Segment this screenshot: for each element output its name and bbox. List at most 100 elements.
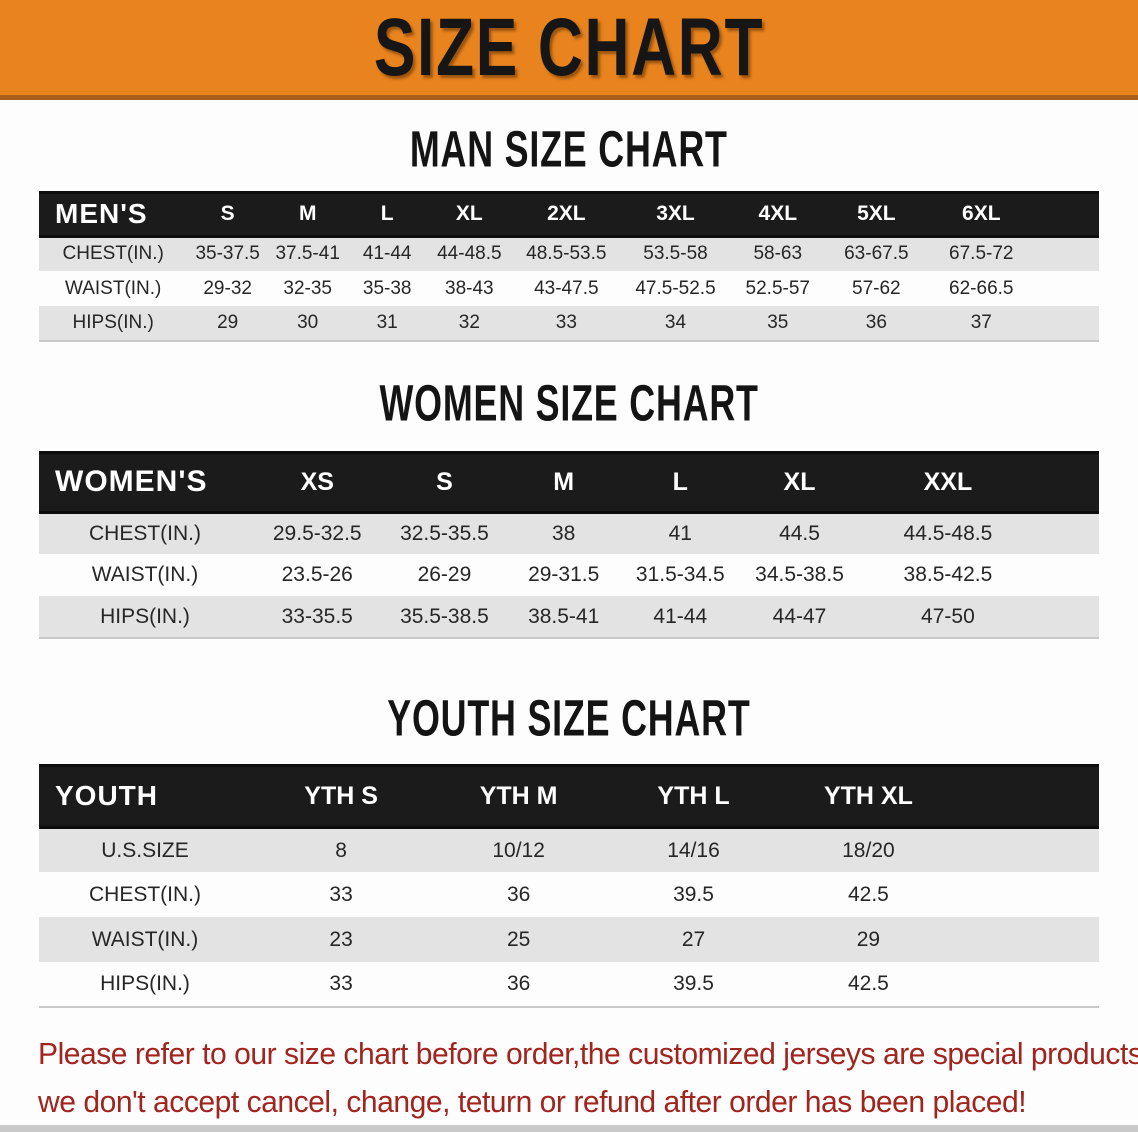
measurement-value-cell: 62-66.5 — [949, 277, 1014, 299]
size-column-header: 4XL — [730, 190, 826, 238]
measurement-value-cell: 43-47.5 — [534, 277, 599, 299]
measurement-value-cell: 33 — [329, 972, 353, 996]
row-filler-cell — [1035, 306, 1099, 341]
size-column-header: YTH L — [606, 763, 781, 829]
measurement-row: HIPS(IN.) 33 36 39.5 42.5 — [39, 962, 1099, 1008]
measurement-value-cell: 44-48.5 — [437, 243, 502, 265]
header-filler-cell — [955, 763, 1099, 829]
measurement-value-cell: 23.5-26 — [281, 563, 353, 587]
men-size-table: MEN'S S M L XL 2XL 3XL 4XL 5XL 6XL CHEST(IN.) 35-3… — [39, 190, 1099, 343]
row-filler-cell — [956, 827, 1099, 872]
measurement-value-cell: 33 — [555, 312, 577, 334]
measurement-value-cell: 29-31.5 — [528, 563, 600, 587]
size-column-header: M — [267, 190, 348, 238]
measurement-label-cell: CHEST(IN.) — [89, 882, 201, 906]
header-filler-cell — [1035, 190, 1099, 238]
measurement-value-cell: 38.5-42.5 — [903, 563, 993, 587]
measurement-value-cell: 8 — [335, 838, 347, 862]
measurement-row: HIPS(IN.) 33-35.5 35.5-38.5 38.5-41 41-44 44-… — [39, 596, 1099, 639]
size-column-header: L — [347, 190, 427, 238]
youth-size-table: YOUTH YTH S YTH M YTH L YTH XL U.S.SIZE 8 10/1… — [39, 763, 1099, 1009]
measurement-value-cell: 47-50 — [921, 604, 975, 628]
measurement-label-cell: WAIST(IN.) — [91, 927, 199, 951]
measurement-value-cell: 35 — [767, 312, 789, 334]
measurement-value-cell: 36 — [865, 312, 887, 334]
measurement-value-cell: 35-37.5 — [195, 243, 260, 265]
measurement-value-cell: 41 — [668, 521, 692, 545]
measurement-value-cell: 44.5-48.5 — [903, 521, 993, 545]
measurement-value-cell: 10/12 — [492, 838, 545, 862]
measurement-value-cell: 36 — [506, 972, 531, 996]
measurement-value-cell: 29-32 — [203, 277, 252, 299]
order-policy-line-1: Please refer to our size chart before or… — [38, 1036, 1138, 1072]
group-label-cell: MEN'S — [39, 190, 188, 238]
size-column-header: 6XL — [927, 190, 1036, 238]
measurement-label-cell: HIPS(IN.) — [100, 604, 190, 628]
measurement-value-cell: 37 — [970, 312, 992, 334]
measurement-value-cell: 47.5-52.5 — [635, 277, 716, 299]
measurement-value-cell: 63-67.5 — [844, 243, 909, 265]
banner-title: SIZE CHART — [373, 1, 765, 93]
size-column-header: XXL — [860, 450, 1036, 514]
measurement-row: CHEST(IN.) 33 36 39.5 42.5 — [39, 872, 1099, 918]
measurement-value-cell: 25 — [506, 927, 531, 951]
measurement-value-cell: 31 — [376, 312, 398, 334]
measurement-label-cell: HIPS(IN.) — [100, 972, 190, 996]
measurement-value-cell: 53.5-58 — [643, 243, 708, 265]
size-column-header: M — [505, 450, 622, 514]
men-section-heading: MAN SIZE CHART — [410, 120, 728, 178]
measurement-value-cell: 27 — [681, 927, 706, 951]
measurement-value-cell: 32.5-35.5 — [400, 521, 489, 545]
measurement-value-cell: 14/16 — [667, 838, 720, 862]
order-policy-notice: Please refer to our size chart before or… — [38, 1030, 1138, 1126]
size-column-header: S — [187, 190, 268, 238]
row-filler-cell — [1035, 554, 1099, 596]
women-table-header-row: WOMEN'S XS S M L XL XXL — [39, 450, 1099, 514]
measurement-value-cell: 33-35.5 — [281, 604, 353, 628]
measurement-value-cell: 44.5 — [779, 521, 820, 545]
measurement-value-cell: 29 — [217, 312, 239, 334]
measurement-row: HIPS(IN.) 29 30 31 32 33 34 35 36 37 — [39, 306, 1099, 342]
header-filler-cell — [1035, 450, 1099, 514]
measurement-value-cell: 23 — [329, 927, 353, 951]
measurement-value-cell: 32 — [458, 312, 480, 334]
size-column-header: YTH M — [431, 763, 607, 829]
youth-table-header-row: YOUTH YTH S YTH M YTH L YTH XL — [39, 763, 1099, 829]
measurement-label-cell: U.S.SIZE — [101, 838, 189, 862]
measurement-value-cell: 52.5-57 — [745, 277, 810, 299]
measurement-value-cell: 42.5 — [847, 882, 889, 906]
size-column-header: 3XL — [620, 190, 731, 238]
group-label-cell: YOUTH — [39, 763, 251, 829]
measurement-value-cell: 67.5-72 — [949, 243, 1014, 265]
men-size-chart-section: MAN SIZE CHART MEN'S S M L XL 2XL 3XL 4XL 5XL 6XL… — [0, 120, 1138, 343]
measurement-value-cell: 58-63 — [753, 243, 803, 265]
measurement-value-cell: 33 — [329, 882, 353, 906]
measurement-value-cell: 38-43 — [445, 277, 494, 299]
measurement-label-cell: CHEST(IN.) — [89, 521, 201, 545]
measurement-value-cell: 29 — [856, 927, 881, 951]
measurement-value-cell: 48.5-53.5 — [526, 243, 607, 265]
women-section-heading: WOMEN SIZE CHART — [379, 374, 759, 432]
measurement-value-cell: 32-35 — [283, 277, 332, 299]
women-size-chart-section: WOMEN SIZE CHART WOMEN'S XS S M L XL XXL CHEST… — [0, 374, 1138, 640]
measurement-value-cell: 35.5-38.5 — [400, 604, 489, 628]
measurement-label-cell: CHEST(IN.) — [62, 243, 164, 265]
measurement-value-cell: 30 — [297, 312, 319, 334]
measurement-label-cell: WAIST(IN.) — [64, 277, 162, 299]
youth-size-chart-section: YOUTH SIZE CHART YOUTH YTH S YTH M YTH L YTH… — [0, 689, 1138, 1009]
size-column-header: XL — [426, 190, 512, 238]
measurement-value-cell: 44-47 — [772, 604, 827, 628]
measurement-value-cell: 57-62 — [852, 277, 901, 299]
row-filler-cell — [1035, 596, 1099, 638]
size-column-header: 2XL — [511, 190, 621, 238]
size-column-header: YTH XL — [780, 763, 956, 829]
measurement-value-cell: 31.5-34.5 — [635, 563, 725, 587]
youth-section-heading: YOUTH SIZE CHART — [387, 689, 751, 747]
measurement-value-cell: 41-44 — [653, 604, 708, 628]
size-column-header: 5XL — [825, 190, 928, 238]
measurement-value-cell: 41-44 — [362, 243, 412, 265]
size-column-header: S — [383, 450, 506, 514]
measurement-value-cell: 38 — [552, 521, 576, 545]
row-filler-cell — [1035, 236, 1099, 271]
